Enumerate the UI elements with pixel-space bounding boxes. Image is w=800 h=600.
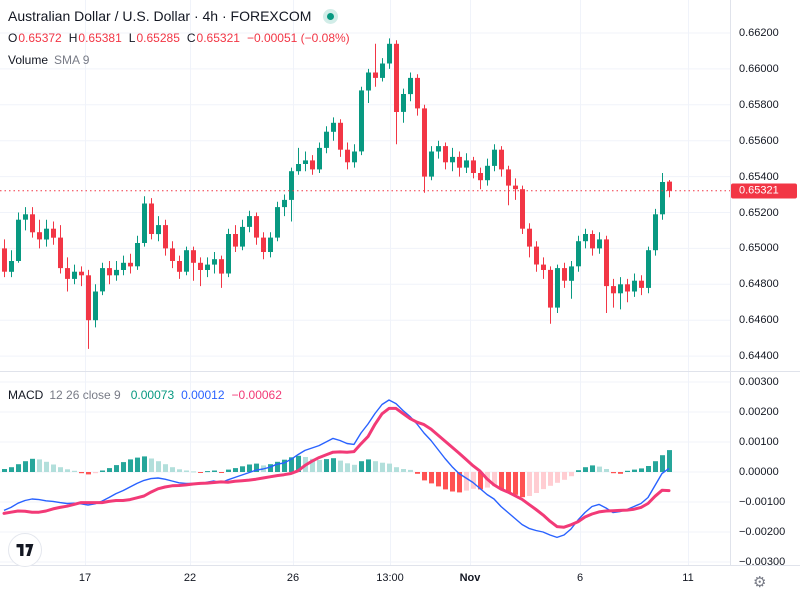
- price-axis-label: 0.65400: [739, 170, 779, 183]
- open-label: O: [8, 31, 18, 45]
- time-axis-label: 11: [682, 572, 694, 584]
- price-axis-label: 0.65200: [739, 206, 779, 219]
- price-axis[interactable]: 0.66200 0.66000 0.65800 0.65600 0.65400 0.652…: [730, 0, 800, 568]
- close-label: C: [186, 31, 196, 45]
- macd-axis-label: 0.00100: [739, 436, 779, 448]
- time-axis-label: Nov: [459, 572, 481, 584]
- time-axis[interactable]: 17 22 26 13:00 Nov 6 11: [0, 565, 800, 600]
- tradingview-logo[interactable]: [8, 533, 42, 567]
- macd-axis-label: −0.00200: [739, 526, 786, 538]
- price-axis-label: 0.65000: [739, 242, 779, 255]
- settings-gear-icon[interactable]: ⚙: [753, 574, 767, 591]
- price-axis-label: 0.64800: [739, 278, 779, 291]
- time-axis-label: 22: [183, 572, 197, 584]
- time-axis-label: 13:00: [376, 572, 404, 584]
- tradingview-logo-glyph: [16, 544, 34, 556]
- price-axis-label: 0.64400: [739, 350, 779, 363]
- macd-axis-label: 0.00200: [739, 406, 779, 418]
- open-value: 0.65372: [18, 31, 62, 45]
- macd-signal-value: −0.00062: [231, 388, 282, 402]
- macd-label: MACD: [8, 388, 44, 402]
- price-axis-label: 0.66000: [739, 62, 779, 75]
- volume-params: SMA 9: [54, 53, 90, 67]
- macd-legend[interactable]: MACD 12 26 close 9 0.00073 0.00012 −0.00062: [8, 388, 282, 402]
- high-value: 0.65381: [78, 31, 122, 45]
- macd-line-value: 0.00012: [181, 388, 225, 402]
- volume-legend[interactable]: Volume SMA 9: [8, 53, 89, 67]
- candles: [2, 38, 672, 349]
- macd-axis-label: −0.00100: [739, 496, 786, 508]
- macd-axis-label: 0.00000: [739, 466, 779, 478]
- low-value: 0.65285: [136, 31, 180, 45]
- volume-label: Volume: [8, 53, 49, 67]
- market-status-dot: [327, 12, 335, 20]
- low-label: L: [128, 31, 136, 45]
- price-axis-label: 0.65800: [739, 98, 779, 111]
- last-price-badge: 0.65321: [731, 183, 797, 199]
- time-axis-label: 6: [576, 572, 584, 584]
- ohlc-row: O0.65372 H0.65381 L0.65285 C0.65321 −0.00051…: [8, 31, 350, 45]
- macd-axis-label: −0.00300: [739, 556, 786, 568]
- market-status-icon: [323, 8, 339, 24]
- macd-lines: [2, 399, 671, 539]
- high-label: H: [68, 31, 78, 45]
- change-value: −0.00051 (−0.08%): [246, 31, 350, 45]
- symbol-title: Australian Dollar / U.S. Dollar · 4h · F…: [8, 8, 312, 24]
- close-value: 0.65321: [196, 31, 240, 45]
- price-axis-label: 0.66200: [739, 27, 779, 39]
- symbol-legend[interactable]: Australian Dollar / U.S. Dollar · 4h · F…: [8, 8, 339, 24]
- macd-axis-label: 0.00300: [739, 376, 779, 388]
- macd-histogram: [2, 450, 672, 498]
- macd-hist-value: 0.00073: [130, 388, 175, 402]
- price-axis-label: 0.65600: [739, 134, 779, 147]
- price-axis-label: 0.64600: [739, 314, 779, 327]
- time-axis-label: 17: [78, 572, 92, 584]
- time-axis-label: 26: [286, 572, 300, 584]
- macd-params: 12 26 close 9: [49, 388, 121, 402]
